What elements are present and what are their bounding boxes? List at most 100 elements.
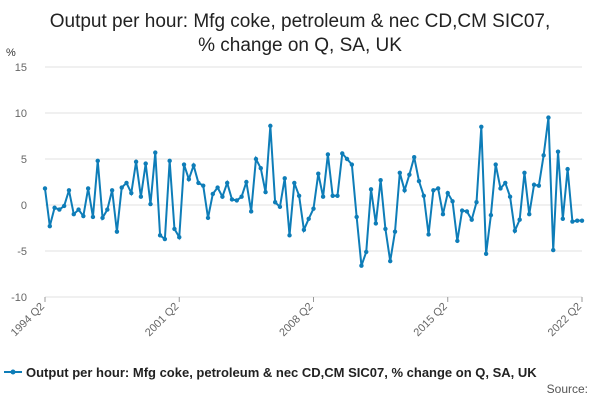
data-point[interactable] (234, 198, 239, 203)
data-point[interactable] (172, 226, 177, 232)
data-point[interactable] (105, 207, 110, 212)
data-point[interactable] (359, 263, 364, 268)
data-point[interactable] (320, 194, 326, 199)
data-point[interactable] (47, 223, 52, 229)
data-point[interactable] (239, 194, 244, 199)
data-point[interactable] (416, 178, 422, 184)
data-point[interactable] (143, 161, 148, 166)
data-point[interactable] (42, 186, 48, 191)
data-point[interactable] (507, 194, 513, 199)
data-point[interactable] (450, 199, 455, 204)
data-point[interactable] (201, 183, 206, 188)
data-point[interactable] (66, 188, 72, 193)
data-point[interactable] (493, 162, 498, 167)
data-point[interactable] (162, 236, 168, 242)
data-point[interactable] (421, 193, 426, 198)
data-point[interactable] (388, 258, 393, 264)
data-point[interactable] (565, 166, 570, 172)
data-point[interactable] (253, 156, 259, 162)
data-point[interactable] (503, 180, 508, 186)
data-point[interactable] (61, 203, 67, 209)
data-point[interactable] (330, 193, 335, 198)
data-point[interactable] (551, 247, 556, 253)
data-point[interactable] (474, 200, 479, 205)
data-point[interactable] (287, 233, 292, 238)
data-point[interactable] (527, 212, 532, 217)
data-point[interactable] (220, 194, 225, 199)
data-point[interactable] (440, 212, 446, 217)
data-point[interactable] (277, 204, 283, 210)
data-point[interactable] (57, 207, 62, 212)
data-point[interactable] (325, 152, 331, 157)
data-point[interactable] (426, 232, 431, 237)
data-point[interactable] (109, 188, 115, 193)
data-point[interactable] (181, 162, 187, 167)
data-point[interactable] (248, 209, 254, 214)
data-point[interactable] (71, 212, 76, 217)
data-point[interactable] (344, 156, 350, 162)
data-point[interactable] (205, 215, 211, 221)
data-point[interactable] (296, 193, 302, 198)
data-point[interactable] (301, 227, 307, 233)
data-point[interactable] (383, 226, 388, 232)
data-point[interactable] (378, 177, 383, 183)
data-point[interactable] (349, 162, 355, 167)
data-point[interactable] (536, 183, 542, 188)
data-point[interactable] (244, 179, 249, 185)
legend[interactable]: Output per hour: Mfg coke, petroleum & n… (4, 365, 537, 380)
data-point[interactable] (148, 201, 153, 207)
data-point[interactable] (354, 214, 359, 220)
data-point[interactable] (133, 159, 139, 164)
data-point[interactable] (335, 193, 340, 198)
data-point[interactable] (272, 200, 278, 205)
data-point[interactable] (76, 207, 81, 212)
data-point[interactable] (124, 180, 129, 186)
data-point[interactable] (517, 217, 522, 222)
data-point[interactable] (157, 233, 163, 238)
data-point[interactable] (114, 229, 120, 234)
data-point[interactable] (373, 221, 379, 226)
data-point[interactable] (546, 115, 551, 120)
data-point[interactable] (411, 154, 417, 160)
data-point[interactable] (311, 206, 316, 211)
data-point[interactable] (560, 216, 566, 221)
data-point[interactable] (119, 185, 124, 190)
data-point[interactable] (512, 228, 518, 233)
data-point[interactable] (186, 177, 192, 182)
data-point[interactable] (316, 171, 321, 176)
source-label[interactable]: Source: (547, 382, 588, 396)
data-point[interactable] (282, 176, 287, 181)
data-point[interactable] (531, 182, 537, 187)
data-point[interactable] (455, 238, 460, 244)
data-point[interactable] (431, 188, 436, 193)
data-point[interactable] (488, 212, 494, 218)
data-point[interactable] (555, 149, 561, 154)
data-point[interactable] (129, 190, 134, 196)
data-point[interactable] (392, 229, 398, 234)
data-point[interactable] (224, 180, 230, 186)
data-point[interactable] (268, 123, 273, 129)
data-point[interactable] (402, 188, 407, 193)
data-point[interactable] (306, 216, 311, 221)
data-point[interactable] (464, 209, 470, 214)
data-point[interactable] (263, 189, 268, 195)
data-point[interactable] (258, 166, 263, 171)
data-point[interactable] (522, 170, 527, 175)
data-point[interactable] (483, 251, 489, 256)
data-point[interactable] (210, 191, 216, 197)
data-point[interactable] (100, 215, 105, 221)
data-point[interactable] (90, 214, 96, 220)
data-point[interactable] (445, 190, 450, 196)
data-point[interactable] (435, 186, 441, 191)
data-point[interactable] (52, 205, 57, 210)
data-point[interactable] (340, 151, 345, 156)
data-point[interactable] (177, 235, 182, 240)
data-point[interactable] (191, 163, 196, 168)
data-point[interactable] (570, 219, 575, 224)
data-point[interactable] (479, 124, 484, 129)
data-point[interactable] (85, 186, 91, 191)
data-point[interactable] (81, 213, 86, 219)
data-point[interactable] (459, 208, 465, 213)
data-point[interactable] (153, 150, 158, 155)
data-point[interactable] (407, 172, 412, 177)
